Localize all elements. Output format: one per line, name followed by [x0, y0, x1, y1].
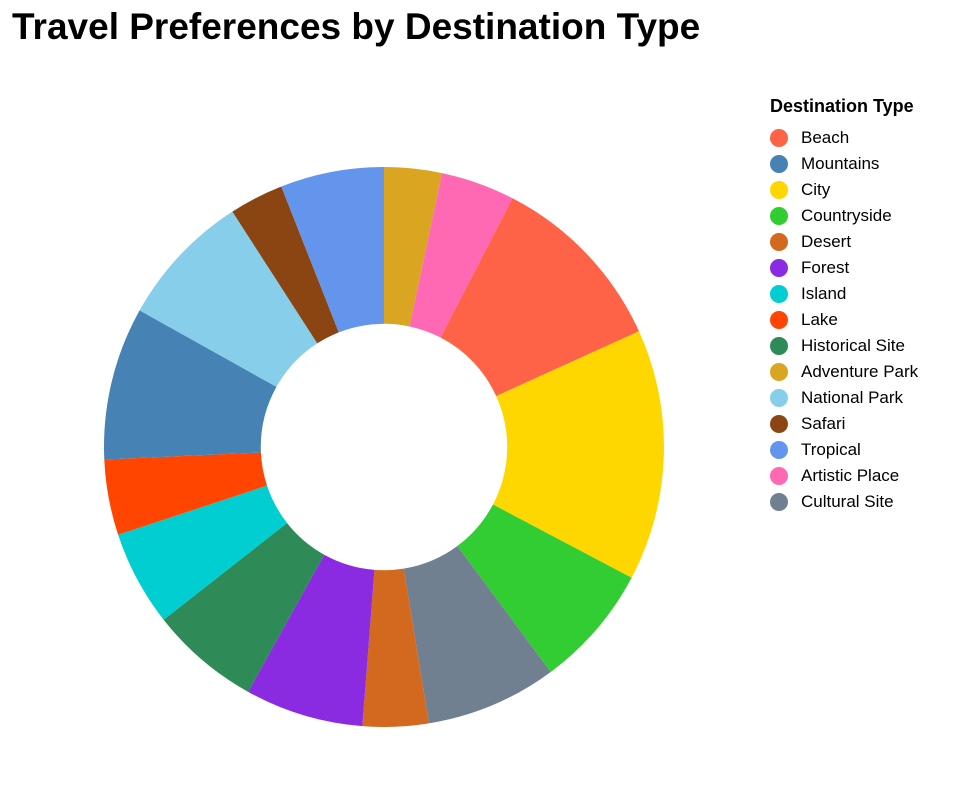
legend-swatch: [770, 233, 788, 251]
slice-mountains: [104, 310, 277, 460]
legend-item-cultural-site: Cultural Site: [770, 489, 918, 515]
legend-label: Lake: [801, 310, 838, 329]
legend-item-forest: Forest: [770, 255, 918, 281]
legend-label: Artistic Place: [801, 466, 900, 485]
legend-item-national-park: National Park: [770, 385, 918, 411]
slice-adventure-park: [384, 167, 442, 327]
legend-swatch: [770, 415, 788, 433]
legend-swatch: [770, 155, 788, 173]
legend: Destination Type Beach Mountains City Count…: [770, 96, 918, 515]
slice-countryside: [457, 504, 632, 672]
legend-swatch: [770, 181, 788, 199]
legend-item-historical-site: Historical Site: [770, 333, 918, 359]
legend-item-lake: Lake: [770, 307, 918, 333]
slice-forest: [248, 554, 375, 727]
legend-label: Countryside: [801, 206, 892, 225]
legend-swatch: [770, 337, 788, 355]
slice-national-park: [139, 211, 318, 387]
legend-item-safari: Safari: [770, 411, 918, 437]
legend-label: City: [801, 180, 831, 199]
legend-label: National Park: [801, 388, 904, 407]
legend-label: Tropical: [801, 440, 861, 459]
legend-title: Destination Type: [770, 96, 914, 116]
legend-swatch: [770, 311, 788, 329]
legend-swatch: [770, 129, 788, 147]
legend-swatch: [770, 467, 788, 485]
legend-items: Beach Mountains City Countryside Desert Fores…: [770, 125, 918, 515]
slice-artistic-place: [409, 173, 513, 338]
legend-label: Adventure Park: [801, 362, 919, 381]
legend-item-countryside: Countryside: [770, 203, 918, 229]
legend-item-artistic-place: Artistic Place: [770, 463, 918, 489]
legend-item-mountains: Mountains: [770, 151, 918, 177]
legend-swatch: [770, 441, 788, 459]
slice-cultural-site: [403, 545, 551, 724]
slice-desert: [362, 568, 429, 727]
legend-label: Forest: [801, 258, 850, 277]
slice-beach: [440, 198, 639, 397]
chart-title: Travel Preferences by Destination Type: [12, 6, 701, 47]
legend-item-tropical: Tropical: [770, 437, 918, 463]
slice-historical-site: [163, 522, 325, 692]
legend-label: Mountains: [801, 154, 880, 173]
legend-swatch: [770, 259, 788, 277]
legend-label: Island: [801, 284, 847, 303]
legend-label: Safari: [801, 414, 846, 433]
slice-tropical: [281, 167, 384, 333]
legend-swatch: [770, 285, 788, 303]
slice-island: [118, 485, 288, 620]
legend-label: Beach: [801, 128, 850, 147]
slice-lake: [104, 452, 268, 535]
legend-item-city: City: [770, 177, 918, 203]
legend-swatch: [770, 493, 788, 511]
legend-swatch: [770, 363, 788, 381]
legend-swatch: [770, 389, 788, 407]
legend-swatch: [770, 207, 788, 225]
legend-item-island: Island: [770, 281, 918, 307]
legend-label: Desert: [801, 232, 852, 251]
legend-label: Cultural Site: [801, 492, 894, 511]
legend-item-beach: Beach: [770, 125, 918, 151]
legend-label: Historical Site: [801, 336, 905, 355]
slice-safari: [232, 186, 339, 344]
legend-item-adventure-park: Adventure Park: [770, 359, 918, 385]
legend-item-desert: Desert: [770, 229, 918, 255]
slice-city: [492, 331, 664, 578]
